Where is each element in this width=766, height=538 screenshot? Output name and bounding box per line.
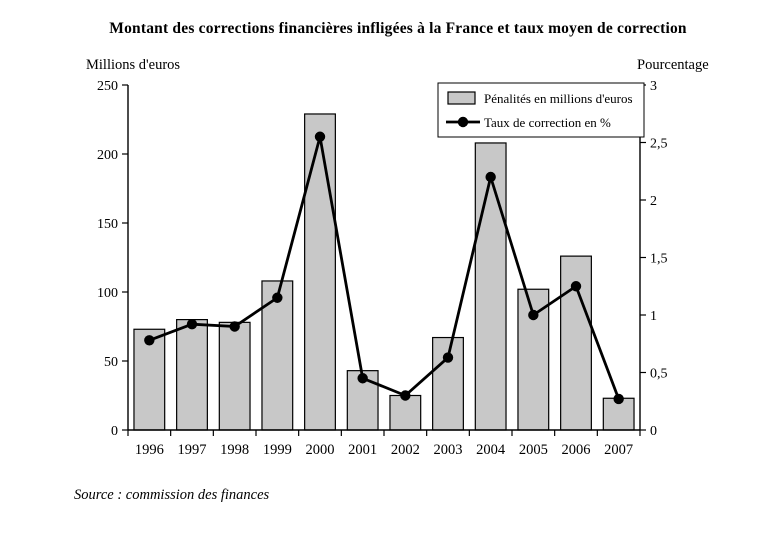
rate-marker [485,171,496,183]
rate-marker [229,321,240,332]
penalty-bar [474,142,507,431]
rate-marker [570,281,582,292]
rate-marker [314,131,326,142]
rate-marker [613,393,624,405]
rate-marker [528,309,539,321]
rate-marker [272,292,283,303]
x-tick-label: 2006 [562,442,591,458]
x-tick-label: 1997 [178,442,207,458]
right-tick-label: 0 [650,424,657,439]
x-tick-label: 2005 [519,442,548,458]
rate-marker [400,390,411,401]
left-tick-label: 0 [111,424,118,439]
x-tick-label: 2001 [348,442,377,458]
rate-marker [186,319,198,330]
penalty-bar [133,328,166,431]
right-tick-label: 2 [650,194,657,209]
rate-line [148,135,620,400]
rate-marker [357,373,368,384]
right-tick-label: 1 [650,309,657,324]
penalty-bar [218,321,251,431]
x-tick-label: 1999 [263,442,292,458]
x-tick-label: 1996 [135,442,164,458]
penalty-bar [304,113,336,431]
penalty-bar [389,394,422,431]
penalty-bar [432,336,464,431]
left-tick-label: 200 [97,148,118,163]
legend-line-label: Taux de correction en % [484,115,611,130]
left-tick-label: 100 [97,286,118,301]
legend: Pénalités en millions d'euros Taux de cor… [437,82,645,138]
combo-chart: 0 50 100 150 200 250 0 0,5 1 1,5 2 2,5 3 1996 1997 1998… [97,79,668,458]
left-tick-label: 50 [104,355,118,370]
right-tick-label: 0,5 [650,367,668,382]
penalty-bar [176,319,208,431]
source-note: Source : commission des finances [74,487,270,503]
right-tick-label: 3 [650,79,657,94]
legend-bar-label: Pénalités en millions d'euros [484,91,633,106]
x-tick-label: 2007 [604,442,633,458]
x-tick-label: 2000 [306,442,335,458]
left-axis-unit-label: Millions d'euros [86,57,181,73]
right-tick-label: 1,5 [650,252,668,267]
legend-line-marker [457,116,469,128]
rate-marker [144,335,155,346]
left-tick-label: 250 [97,79,118,94]
x-tick-label: 1998 [220,442,249,458]
rate-marker [442,352,454,363]
right-tick-label: 2,5 [650,137,668,152]
left-tick-label: 150 [97,217,118,232]
legend-bar-swatch [447,91,476,105]
right-axis-unit-label: Pourcentage [637,57,709,73]
x-tick-label: 2002 [391,442,420,458]
x-tick-label: 2004 [476,442,506,458]
chart-title: Montant des corrections financières infl… [109,20,687,37]
x-tick-label: 2003 [434,442,463,458]
plot-area: 0 50 100 150 200 250 0 0,5 1 1,5 2 2,5 3 1996 1997 1998… [97,79,668,458]
